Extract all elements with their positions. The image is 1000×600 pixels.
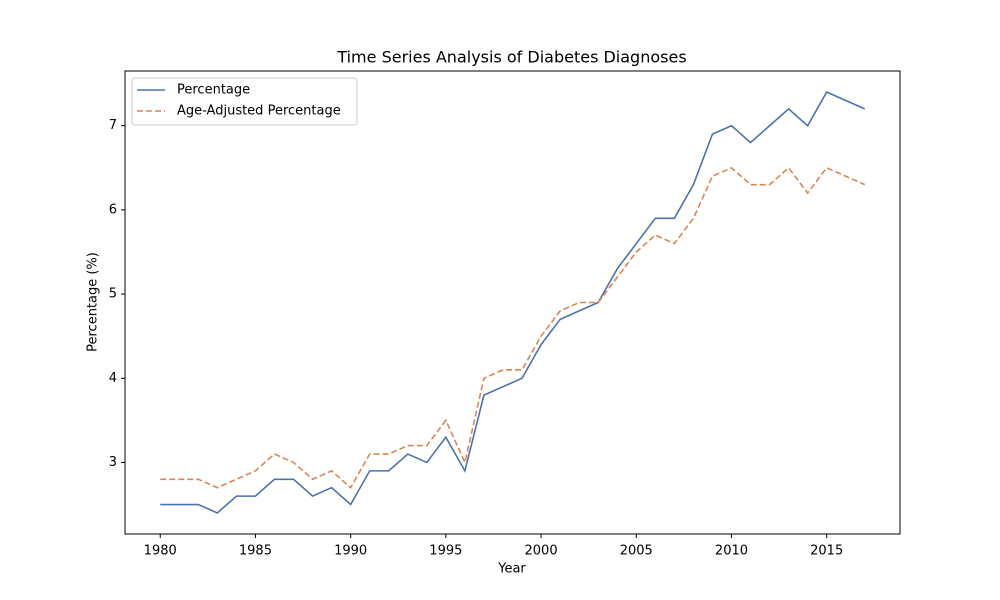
legend-label: Age-Adjusted Percentage [177, 104, 341, 119]
series-line [160, 166, 866, 489]
chart-title: Time Series Analysis of Diabetes Diagnos… [336, 48, 686, 67]
legend-box [131, 77, 358, 126]
x-axis-label: Year [497, 562, 526, 577]
y-tick-label: 5 [109, 287, 117, 302]
plot-frame [124, 70, 901, 535]
legend-label: Percentage [177, 83, 250, 98]
x-tick-label: 2015 [810, 544, 843, 559]
x-tick-label: 1980 [144, 544, 177, 559]
y-tick-label: 6 [109, 202, 117, 217]
x-tick-label: 2010 [715, 544, 748, 559]
y-tick-label: 7 [109, 118, 117, 133]
y-axis-label: Percentage (%) [86, 252, 101, 352]
y-tick-label: 3 [109, 455, 117, 470]
x-tick-label: 1985 [239, 544, 272, 559]
x-tick-label: 2005 [620, 544, 653, 559]
series-line [160, 91, 866, 514]
y-tick-label: 4 [109, 371, 117, 386]
x-tick-label: 1990 [334, 544, 367, 559]
x-tick-label: 2000 [525, 544, 558, 559]
x-tick-label: 1995 [429, 544, 462, 559]
